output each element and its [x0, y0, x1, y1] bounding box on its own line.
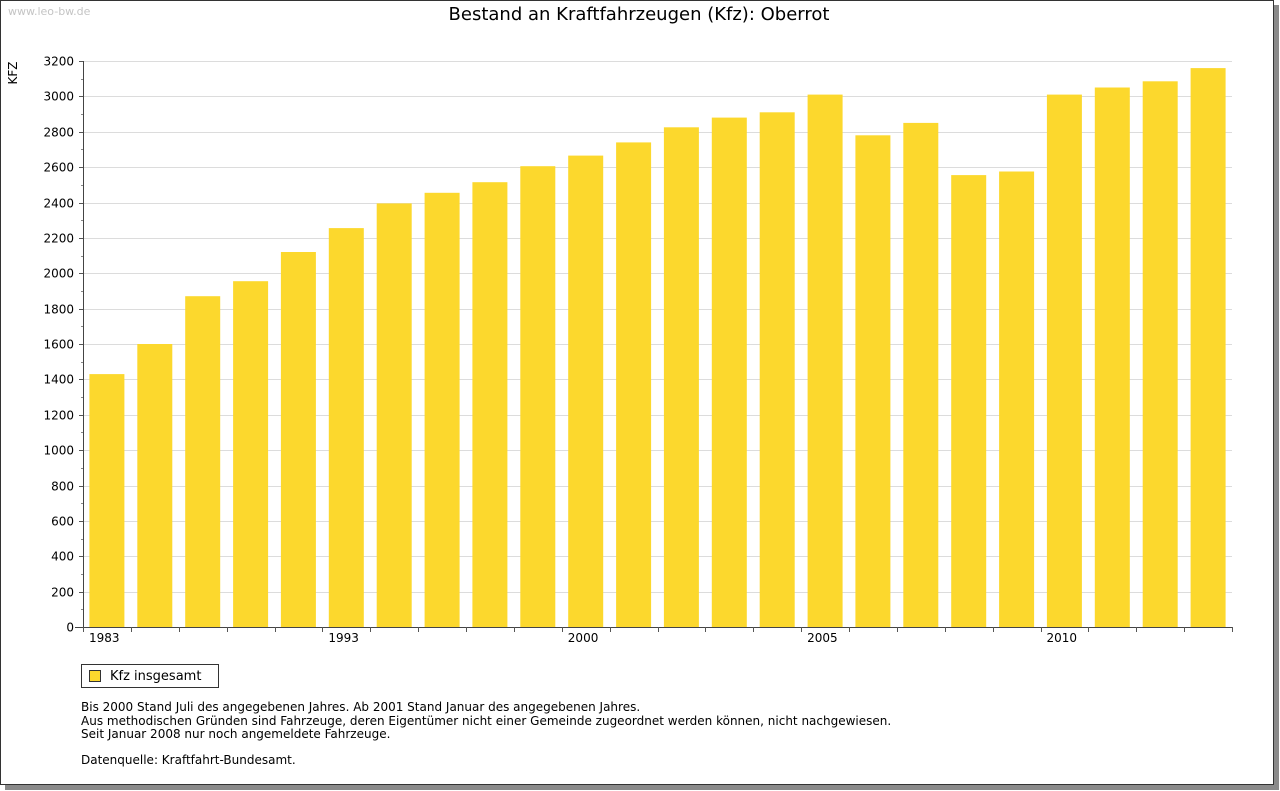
y-tick-label: 2400 [43, 197, 74, 211]
bar-1999 [855, 135, 891, 628]
footnote-line: Aus methodischen Gründen sind Fahrzeuge,… [81, 713, 892, 728]
bar-1987 [280, 252, 316, 627]
y-tick-label: 1000 [43, 444, 74, 458]
bar-1991 [472, 182, 508, 627]
x-tick-labels: 1983 1993 2000 2005 2010 [89, 631, 1077, 645]
x-tick-label: 1983 [89, 631, 120, 645]
x-tick-label: 2000 [568, 631, 599, 645]
legend-swatch [89, 670, 101, 682]
bar-2002 [999, 171, 1035, 627]
y-tick-label: 1200 [43, 409, 74, 423]
legend: Kfz insgesamt [81, 664, 219, 688]
data-source: Datenquelle: Kraftfahrt-Bundesamt. [81, 753, 296, 767]
y-tick-label: 3200 [43, 55, 74, 69]
y-tick-label: 2800 [43, 126, 74, 140]
y-tick-label: 2200 [43, 232, 74, 246]
bar-1993 [568, 155, 604, 627]
bar-1997 [759, 112, 795, 628]
y-tick-label: 400 [51, 550, 74, 564]
bar-2001 [951, 175, 987, 627]
bar-2006 [1190, 68, 1226, 628]
y-tick-label: 1600 [43, 338, 74, 352]
bar-1988 [328, 228, 364, 627]
bar-1983 [89, 374, 125, 627]
y-tick-label: 0 [66, 621, 74, 635]
bar-1984 [137, 344, 173, 627]
y-tick-label: 1800 [43, 303, 74, 317]
gridlines [83, 61, 1232, 593]
legend-label: Kfz insgesamt [110, 668, 202, 684]
watermark: www.leo-bw.de [8, 5, 91, 18]
x-tick-label: 1993 [328, 631, 359, 645]
axes [75, 61, 1233, 632]
bar-2000 [903, 122, 939, 628]
bar-1985 [185, 296, 221, 627]
bar-1986 [233, 281, 269, 627]
bar-1998 [807, 94, 843, 628]
y-tick-labels: 0 200 400 600 800 1000 1200 1400 1600 1800 2000 220… [43, 55, 74, 635]
footnote-line: Seit Januar 2008 nur noch angemeldete Fa… [81, 727, 391, 741]
chart-area: 0 200 400 600 800 1000 1200 1400 1600 1800 2000 220… [6, 55, 1233, 645]
bar-2005 [1142, 81, 1178, 628]
x-tick-label: 2010 [1047, 631, 1078, 645]
bar-2004 [1094, 87, 1130, 627]
bar-1989 [376, 203, 412, 627]
bar-1992 [520, 166, 556, 627]
chart-title: Bestand an Kraftfahrzeugen (Kfz): Oberro… [448, 4, 830, 25]
footnotes: Bis 2000 Stand Juli des angegebenen Jahr… [81, 700, 892, 742]
y-tick-label: 1400 [43, 373, 74, 387]
y-tick-label: 3000 [43, 90, 74, 104]
bar-1996 [711, 117, 747, 627]
y-tick-label: 2600 [43, 161, 74, 175]
y-tick-label: 2000 [43, 267, 74, 281]
bar-1995 [663, 127, 699, 628]
y-axis-label: KFZ [6, 62, 20, 85]
y-tick-label: 200 [51, 586, 74, 600]
y-tick-label: 600 [51, 515, 74, 529]
bar-1990 [424, 192, 460, 628]
bars [89, 68, 1226, 628]
y-tick-label: 800 [51, 480, 74, 494]
footnote-line: Bis 2000 Stand Juli des angegebenen Jahr… [81, 700, 641, 714]
bar-2003 [1046, 94, 1082, 628]
bar-1994 [616, 142, 652, 627]
x-tick-label: 2005 [807, 631, 838, 645]
